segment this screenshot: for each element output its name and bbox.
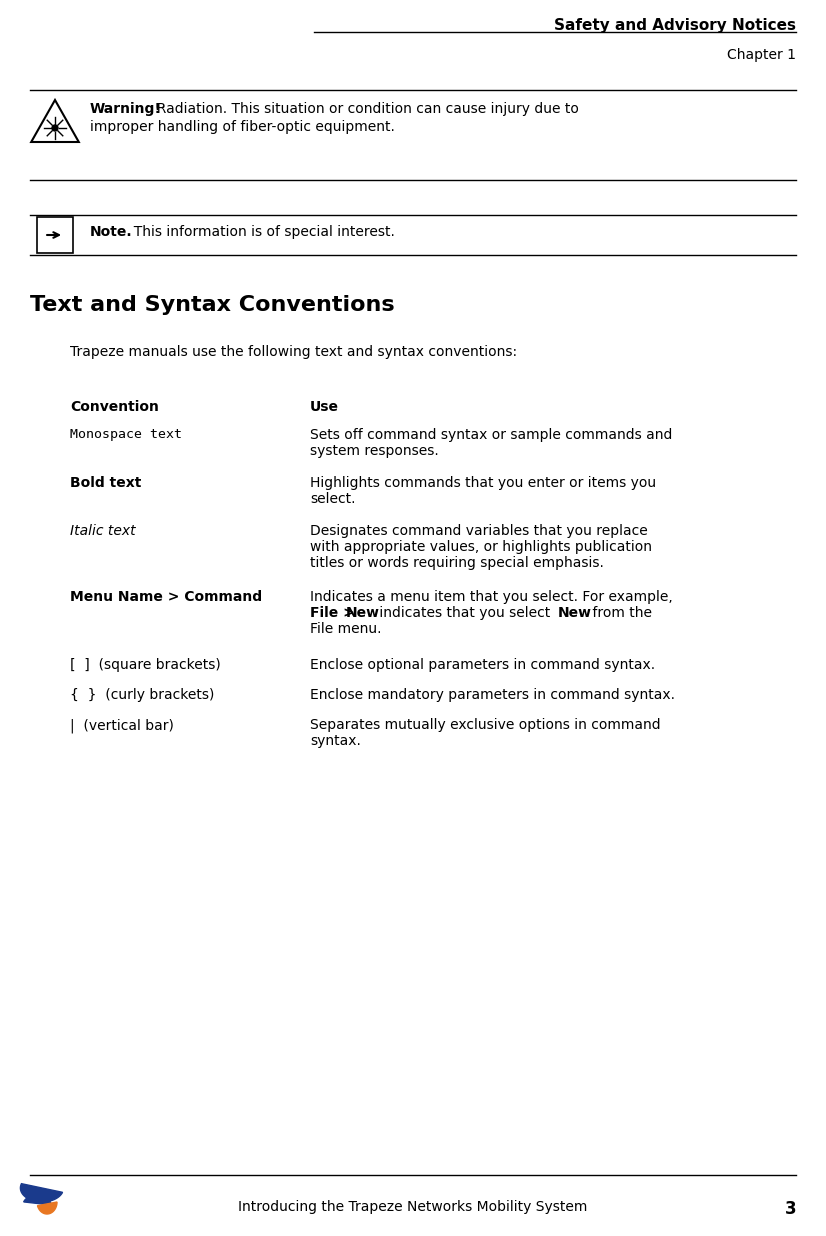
Text: New: New xyxy=(346,606,380,620)
Text: Note.: Note. xyxy=(90,225,133,239)
Text: Chapter 1: Chapter 1 xyxy=(727,48,796,62)
Text: titles or words requiring special emphasis.: titles or words requiring special emphas… xyxy=(310,556,604,570)
Text: File >: File > xyxy=(310,606,359,620)
Text: Menu Name > Command: Menu Name > Command xyxy=(70,590,262,604)
Text: This information is of special interest.: This information is of special interest. xyxy=(125,225,395,239)
Text: Separates mutually exclusive options in command: Separates mutually exclusive options in … xyxy=(310,718,661,732)
Text: 3: 3 xyxy=(785,1200,796,1217)
Text: Warning!: Warning! xyxy=(90,103,162,116)
Text: Designates command variables that you replace: Designates command variables that you re… xyxy=(310,524,648,538)
Text: Radiation. This situation or condition can cause injury due to: Radiation. This situation or condition c… xyxy=(148,103,579,116)
Text: New: New xyxy=(558,606,592,620)
Text: {  }  (curly brackets): { } (curly brackets) xyxy=(70,688,215,702)
Text: [  ]  (square brackets): [ ] (square brackets) xyxy=(70,658,221,672)
Text: Enclose optional parameters in command syntax.: Enclose optional parameters in command s… xyxy=(310,658,655,672)
Text: indicates that you select: indicates that you select xyxy=(375,606,554,620)
Text: Enclose mandatory parameters in command syntax.: Enclose mandatory parameters in command … xyxy=(310,688,675,702)
Text: Convention: Convention xyxy=(70,400,159,414)
Text: Monospace text: Monospace text xyxy=(70,428,182,441)
Text: improper handling of fiber-optic equipment.: improper handling of fiber-optic equipme… xyxy=(90,120,395,133)
Text: Highlights commands that you enter or items you: Highlights commands that you enter or it… xyxy=(310,476,656,489)
Text: syntax.: syntax. xyxy=(310,734,361,748)
Text: select.: select. xyxy=(310,492,355,506)
Text: Use: Use xyxy=(310,400,339,414)
Text: Trapeze manuals use the following text and syntax conventions:: Trapeze manuals use the following text a… xyxy=(70,345,517,358)
Text: Safety and Advisory Notices: Safety and Advisory Notices xyxy=(554,19,796,33)
Circle shape xyxy=(52,125,58,131)
Polygon shape xyxy=(37,1201,57,1214)
Text: Indicates a menu item that you select. For example,: Indicates a menu item that you select. F… xyxy=(310,590,672,604)
Text: Sets off command syntax or sample commands and: Sets off command syntax or sample comman… xyxy=(310,428,672,442)
Text: with appropriate values, or highlights publication: with appropriate values, or highlights p… xyxy=(310,540,652,554)
Text: File menu.: File menu. xyxy=(310,622,382,637)
Text: Bold text: Bold text xyxy=(70,476,141,489)
Text: Italic text: Italic text xyxy=(70,524,135,538)
Text: system responses.: system responses. xyxy=(310,444,439,459)
Text: Introducing the Trapeze Networks Mobility System: Introducing the Trapeze Networks Mobilit… xyxy=(239,1200,587,1214)
Text: |  (vertical bar): | (vertical bar) xyxy=(70,718,174,733)
Bar xyxy=(37,218,73,253)
Polygon shape xyxy=(24,1195,51,1205)
Text: from the: from the xyxy=(588,606,652,620)
Text: Text and Syntax Conventions: Text and Syntax Conventions xyxy=(30,295,395,315)
Polygon shape xyxy=(21,1184,63,1201)
